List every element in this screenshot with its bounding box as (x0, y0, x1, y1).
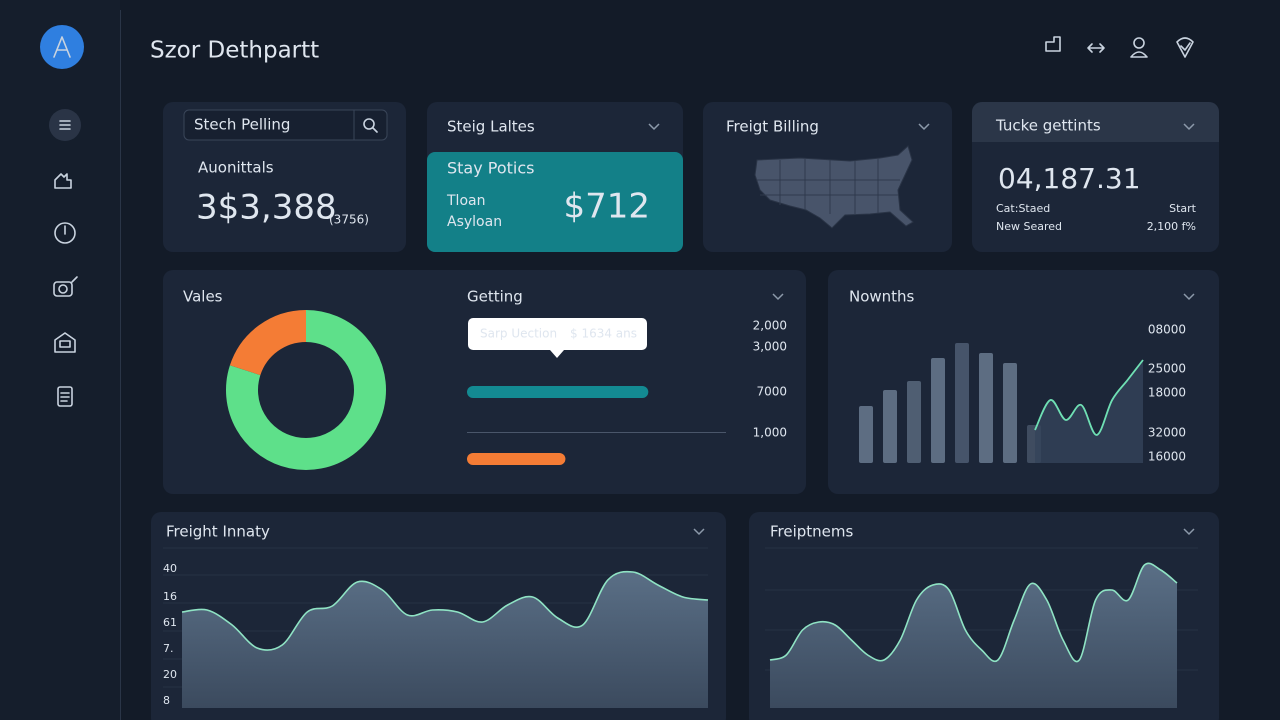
getting-title: Getting (467, 288, 523, 306)
nav-home[interactable] (54, 173, 72, 189)
tucke-dropdown[interactable] (1183, 123, 1195, 131)
nav-building[interactable] (54, 332, 76, 353)
page-title: Szor Dethpartt (150, 38, 319, 64)
freiptnems-title: Freiptnems (770, 523, 854, 541)
nav-camera-body (53, 281, 73, 297)
nav-camera-arrow (71, 276, 78, 283)
freight-title: Freight Innaty (166, 523, 270, 541)
tooltip-label: Sarp Uection (480, 327, 557, 341)
bar (859, 406, 873, 463)
area-line (769, 562, 1178, 663)
donut-segment (229, 310, 307, 376)
nav-doc-lines (60, 392, 70, 402)
tucke-row-label: Cat:Staed (996, 202, 1050, 215)
highlight-line: Tloan (446, 193, 485, 209)
line (1034, 359, 1144, 436)
nav-doc-page (57, 386, 73, 407)
nav-power[interactable] (54, 222, 76, 244)
tucke-value: 04,187.31 (998, 162, 1141, 195)
bar (883, 390, 897, 463)
freiptnems-dropdown[interactable] (1183, 528, 1195, 536)
axis-label: 25000 (1148, 362, 1186, 376)
steig-dropdown[interactable] (648, 123, 660, 131)
getting-dropdown[interactable] (772, 293, 784, 301)
highlight-line: Asyloan (447, 214, 502, 230)
progress-bar (467, 453, 566, 465)
tucke-title: Tucke gettints (995, 117, 1101, 135)
billing-dropdown[interactable] (918, 123, 930, 131)
sidebar (0, 0, 120, 720)
account-value: 3$3,388 (196, 188, 337, 228)
nownths-title: Nownths (849, 288, 915, 306)
user-head (1133, 37, 1145, 49)
axis-label: 8 (163, 694, 170, 707)
axis-label: 16 (163, 590, 177, 603)
header-icon-swap[interactable] (1087, 43, 1105, 53)
axis-label: 2,000 (753, 319, 787, 333)
search-lens (363, 118, 375, 130)
axis-label: 08000 (1148, 323, 1186, 337)
account-label: Auonittals (198, 159, 274, 177)
vales-title: Vales (183, 288, 223, 306)
bar (931, 358, 945, 463)
axis-label: 7. (163, 642, 174, 655)
header-icon-user[interactable] (1130, 37, 1148, 58)
area-fill (182, 571, 708, 708)
billing-title: Freigt Billing (726, 118, 819, 136)
tooltip-value: $ 1634 ans (570, 327, 637, 341)
nav-camera[interactable] (53, 276, 78, 297)
freight-dropdown[interactable] (693, 528, 705, 536)
tucke-row-value: Start (1169, 202, 1197, 215)
highlight-value: $712 (563, 187, 650, 227)
axis-label: 1,000 (753, 426, 787, 440)
progress-bar (467, 386, 649, 398)
axis-label: 61 (163, 616, 177, 629)
header-icon-shield[interactable] (1176, 37, 1194, 58)
search-handle (372, 127, 378, 133)
tooltip-pointer (550, 350, 564, 358)
logo[interactable] (40, 25, 84, 69)
axis-label: 20 (163, 668, 177, 681)
search-icon[interactable] (363, 118, 378, 133)
user-body (1130, 51, 1148, 58)
axis-label: 40 (163, 562, 177, 575)
area-fill (770, 563, 1177, 708)
nav-list-icon (59, 120, 71, 130)
nav-doc[interactable] (57, 386, 73, 407)
account-sub: (3756) (329, 213, 369, 227)
billing-map-borders (757, 158, 900, 215)
axis-label: 32000 (1148, 426, 1186, 440)
header-icon-expand[interactable] (1045, 36, 1061, 52)
bar (907, 381, 921, 463)
steig-title: Steig Laltes (447, 118, 535, 136)
tucke-header (972, 102, 1219, 142)
line-area (1035, 360, 1143, 463)
axis-label: 7000 (756, 385, 787, 399)
billing-map (754, 145, 914, 229)
search-box[interactable] (183, 109, 388, 141)
nownths-dropdown[interactable] (1183, 293, 1195, 301)
tooltip (468, 318, 647, 350)
tucke-row-label: New Seared (996, 220, 1062, 233)
tucke-row-value: 2,100 f% (1147, 220, 1196, 233)
axis-label: 16000 (1148, 450, 1186, 464)
logo-glyph (53, 36, 71, 58)
bar (1003, 363, 1017, 463)
highlight-title: Stay Potics (447, 159, 535, 178)
bar (979, 353, 993, 463)
steig-highlight (427, 152, 683, 252)
bar (955, 343, 969, 463)
nav-power-ring (54, 222, 76, 244)
axis-label: 18000 (1148, 386, 1186, 400)
donut-segment (226, 310, 386, 470)
axis-label: 3,000 (753, 340, 787, 354)
area-line (181, 570, 709, 651)
nav-camera-lens (58, 284, 68, 294)
search-input[interactable]: Stech Pelling (194, 116, 290, 134)
